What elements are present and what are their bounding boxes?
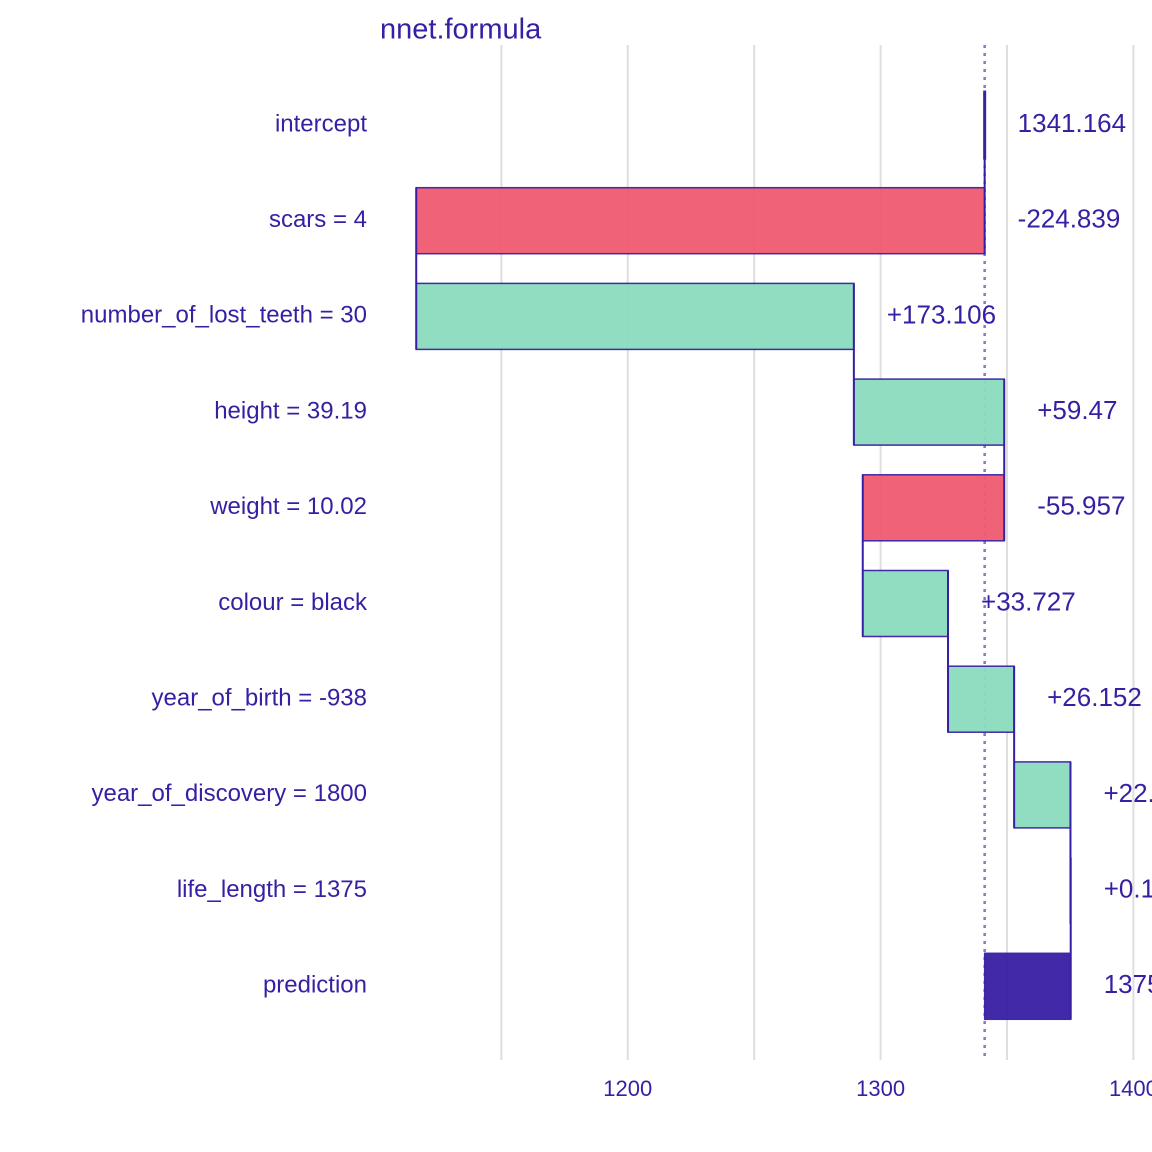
bar xyxy=(415,186,986,255)
value-label: +26.152 xyxy=(1047,682,1142,712)
category-label: life_length = 1375 xyxy=(177,876,367,903)
value-label: +33.727 xyxy=(981,586,1076,616)
category-label: number_of_lost_teeth = 30 xyxy=(81,302,367,329)
category-label: colour = black xyxy=(218,589,368,616)
value-label: -224.839 xyxy=(1018,204,1121,234)
bar xyxy=(983,952,1072,1021)
category-label: year_of_birth = -938 xyxy=(152,685,367,712)
chart-title: nnet.formula xyxy=(380,14,542,46)
category-label: intercept xyxy=(275,110,367,137)
bar xyxy=(947,665,1015,733)
x-tick-label: 1400 xyxy=(1109,1076,1152,1101)
bar xyxy=(862,569,949,638)
value-label: +22.277 xyxy=(1103,778,1152,808)
category-label: prediction xyxy=(263,972,367,999)
x-tick-label: 1200 xyxy=(603,1076,652,1101)
value-label: 1375.2 xyxy=(1104,969,1152,999)
value-label: +0.1 xyxy=(1104,873,1152,903)
value-label: 1341.164 xyxy=(1018,108,1126,138)
category-label: year_of_discovery = 1800 xyxy=(91,780,367,807)
category-label: height = 39.19 xyxy=(214,397,367,424)
bar xyxy=(853,378,1005,446)
value-label: +173.106 xyxy=(887,299,996,329)
value-label: +59.47 xyxy=(1037,395,1117,425)
bar xyxy=(415,282,855,351)
value-label: -55.957 xyxy=(1037,491,1125,521)
bar xyxy=(1013,761,1072,829)
bar xyxy=(862,474,1005,542)
x-tick-label: 1300 xyxy=(856,1076,905,1101)
category-label: scars = 4 xyxy=(269,206,367,233)
category-label: weight = 10.02 xyxy=(209,493,367,520)
